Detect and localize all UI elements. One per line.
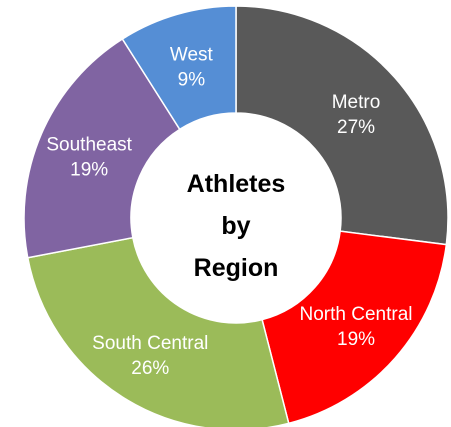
- slice-name-north-central: North Central: [300, 304, 413, 325]
- slice-percent-south-central: 26%: [131, 358, 169, 379]
- donut-hole: [131, 113, 341, 323]
- chart-title-line-2: by: [221, 212, 250, 240]
- slice-name-south-central: South Central: [92, 333, 208, 354]
- donut-slices: [23, 5, 449, 427]
- slice-labels: Metro 27% North Central 19% South Central 26%…: [46, 44, 412, 379]
- slice-name-southeast: Southeast: [46, 134, 132, 155]
- chart-title-line-3: Region: [194, 254, 279, 282]
- slice-percent-north-central: 19%: [337, 329, 375, 350]
- slice-percent-metro: 27%: [337, 117, 375, 138]
- slice-percent-southeast: 19%: [70, 159, 108, 180]
- slice-name-metro: Metro: [332, 92, 381, 113]
- slice-percent-west: 9%: [178, 69, 206, 90]
- slice-name-west: West: [170, 44, 214, 65]
- chart-title-line-1: Athletes: [187, 170, 286, 198]
